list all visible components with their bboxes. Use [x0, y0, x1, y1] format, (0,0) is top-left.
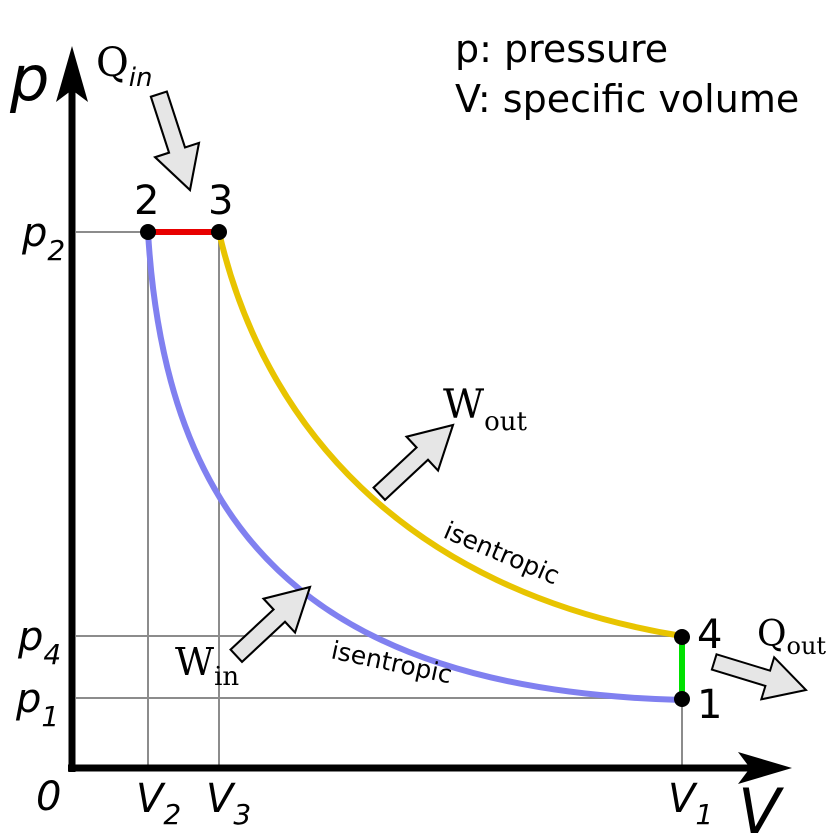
heat-out-sub: out — [787, 632, 827, 660]
x-tick-v2: V2 — [136, 776, 181, 831]
y-axis-arrowhead — [56, 46, 88, 102]
y-tick-p4: p4 — [17, 614, 61, 671]
state-point-1 — [674, 691, 690, 707]
work-out-arrow-shape — [372, 423, 455, 502]
state-point-2 — [140, 224, 156, 240]
x-tick-v3: V3 — [206, 776, 251, 831]
x-tick-v2-sub: 2 — [163, 798, 181, 831]
heat-out-base: Q — [757, 614, 787, 655]
state-label-4: 4 — [697, 612, 722, 658]
work-out-base: W — [443, 382, 484, 428]
x-axis-arrowhead — [738, 752, 792, 784]
process-curves — [145, 229, 685, 703]
isentropic-expansion-curve — [216, 231, 683, 639]
state-label-1: 1 — [697, 682, 722, 728]
y-tick-p2-base: p — [21, 210, 47, 256]
x-tick-v1-base: V — [668, 776, 698, 822]
work-out-sub: out — [484, 407, 527, 437]
x-axis-symbol: V — [738, 775, 785, 840]
work-in-arrow-shape — [229, 585, 312, 664]
y-tick-p2: p2 — [21, 210, 65, 267]
work-in-base: W — [175, 640, 214, 684]
x-tick-v2-base: V — [136, 776, 166, 822]
origin-label: 0 — [36, 774, 61, 820]
heat-in-base: Q — [96, 40, 129, 86]
work-in-sub: in — [214, 662, 239, 692]
work-out-label: Wout — [443, 382, 528, 437]
work-in-arrow — [229, 585, 312, 664]
y-tick-p1-base: p — [15, 676, 41, 722]
state-label-2: 2 — [134, 178, 159, 224]
state-point-3 — [211, 224, 227, 240]
work-in-label: Win — [175, 640, 239, 692]
axes — [56, 46, 792, 784]
state-label-3: 3 — [208, 178, 233, 224]
y-tick-p2-sub: 2 — [47, 234, 65, 267]
state-points — [140, 224, 690, 707]
x-tick-v1: V1 — [668, 776, 713, 831]
state-point-4 — [674, 629, 690, 645]
x-tick-v3-sub: 3 — [233, 798, 251, 831]
heat-out-arrow — [710, 653, 808, 701]
x-tick-v1-sub: 1 — [695, 798, 713, 831]
legend-specific-volume: V: specific volume — [455, 77, 799, 121]
work-out-arrow — [372, 423, 455, 502]
heat-in-sub: in — [129, 63, 153, 93]
legend-pressure: p: pressure — [455, 27, 668, 71]
heat-out-arrow-shape — [710, 653, 808, 701]
heat-in-arrow-shape — [149, 90, 201, 193]
y-axis-symbol: p — [9, 42, 49, 115]
heat-in-arrow — [149, 90, 201, 193]
x-tick-v3-base: V — [206, 776, 236, 822]
y-tick-p4-sub: 4 — [43, 638, 61, 671]
heat-out-label: Qout — [757, 614, 826, 660]
y-tick-p1: p1 — [15, 676, 59, 733]
heat-in-label: Qin — [96, 40, 153, 93]
y-tick-p1-sub: 1 — [41, 700, 59, 733]
y-tick-p4-base: p — [17, 614, 43, 660]
isentropic-compression-curve — [145, 231, 683, 703]
